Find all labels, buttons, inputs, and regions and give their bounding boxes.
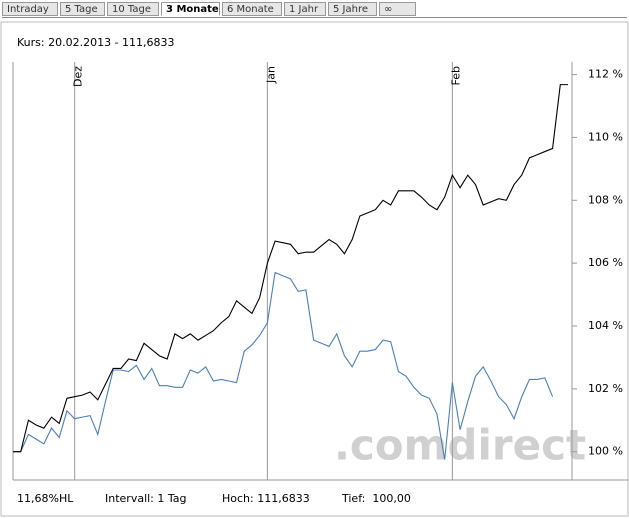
tab[interactable]: 1 Jahr [284, 2, 326, 16]
y-tick-label: 102 % [588, 382, 623, 395]
tab[interactable]: 5 Jahre [328, 2, 377, 16]
tab[interactable]: 5 Tage [60, 2, 105, 16]
footer-item: Tief: 100,00 [341, 492, 411, 505]
y-tick-label: 100 % [588, 445, 623, 458]
quote: Kurs: 20.02.2013 - 111,6833 [17, 36, 175, 49]
y-tick-label: 110 % [588, 130, 623, 143]
x-tick-label: Jan [264, 66, 277, 84]
frame [0, 21, 629, 517]
y-tick-label: 112 % [588, 68, 623, 81]
tab[interactable]: ∞ [379, 2, 416, 16]
tab[interactable]: 6 Monate [222, 2, 282, 16]
y-tick-label: 104 % [588, 319, 623, 332]
series-line [13, 84, 568, 453]
x-tick-label: Dez [72, 66, 85, 87]
y-tick-label: 108 % [588, 193, 623, 206]
footer-item: Intervall: 1 Tag [105, 492, 187, 505]
y-tick-label: 106 % [588, 256, 623, 269]
footer-item: 11,68%HL [17, 492, 74, 505]
footer-item: Hoch: 111,6833 [222, 492, 310, 505]
tab-bar: Intraday 5 Tage 10 Tage 3 Monate 6 Monate 1 J… [2, 2, 627, 18]
x-tick-label: Feb [449, 66, 462, 85]
tab[interactable]: 10 Tage [107, 2, 159, 16]
tab[interactable]: Intraday [2, 2, 58, 16]
tab[interactable]: 3 Monate [161, 2, 220, 16]
series-line [13, 271, 554, 460]
